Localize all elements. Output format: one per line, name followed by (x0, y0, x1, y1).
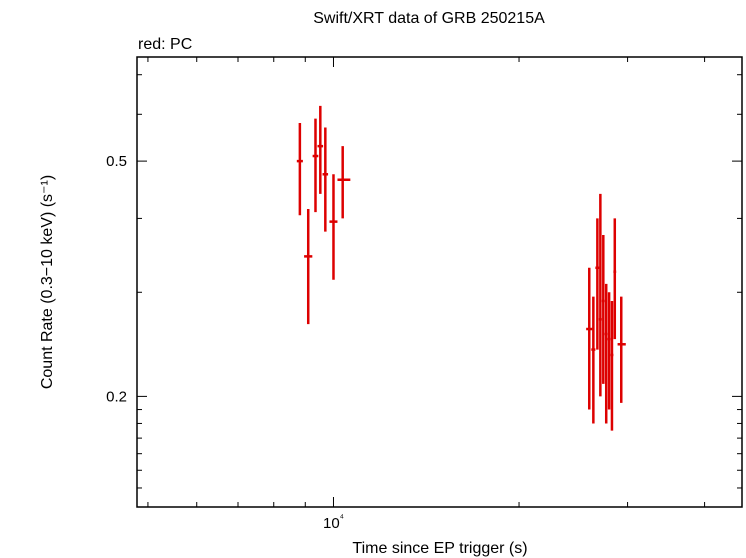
y-axis-label: Count Rate (0.3−10 keV) (s⁻¹) (39, 175, 56, 389)
plot-area: 10⁴ 0.5 0.2 (106, 56, 743, 532)
y-tick-label: 0.5 (106, 153, 127, 170)
y-tick-label: 0.2 (106, 388, 127, 405)
plot-frame (136, 56, 743, 508)
x-axis-label: Time since EP trigger (s) (352, 540, 527, 557)
x-tick-label: 10⁴ (323, 513, 344, 532)
chart-title: Swift/XRT data of GRB 250215A (313, 10, 545, 27)
chart-subtitle: red: PC (138, 36, 192, 53)
